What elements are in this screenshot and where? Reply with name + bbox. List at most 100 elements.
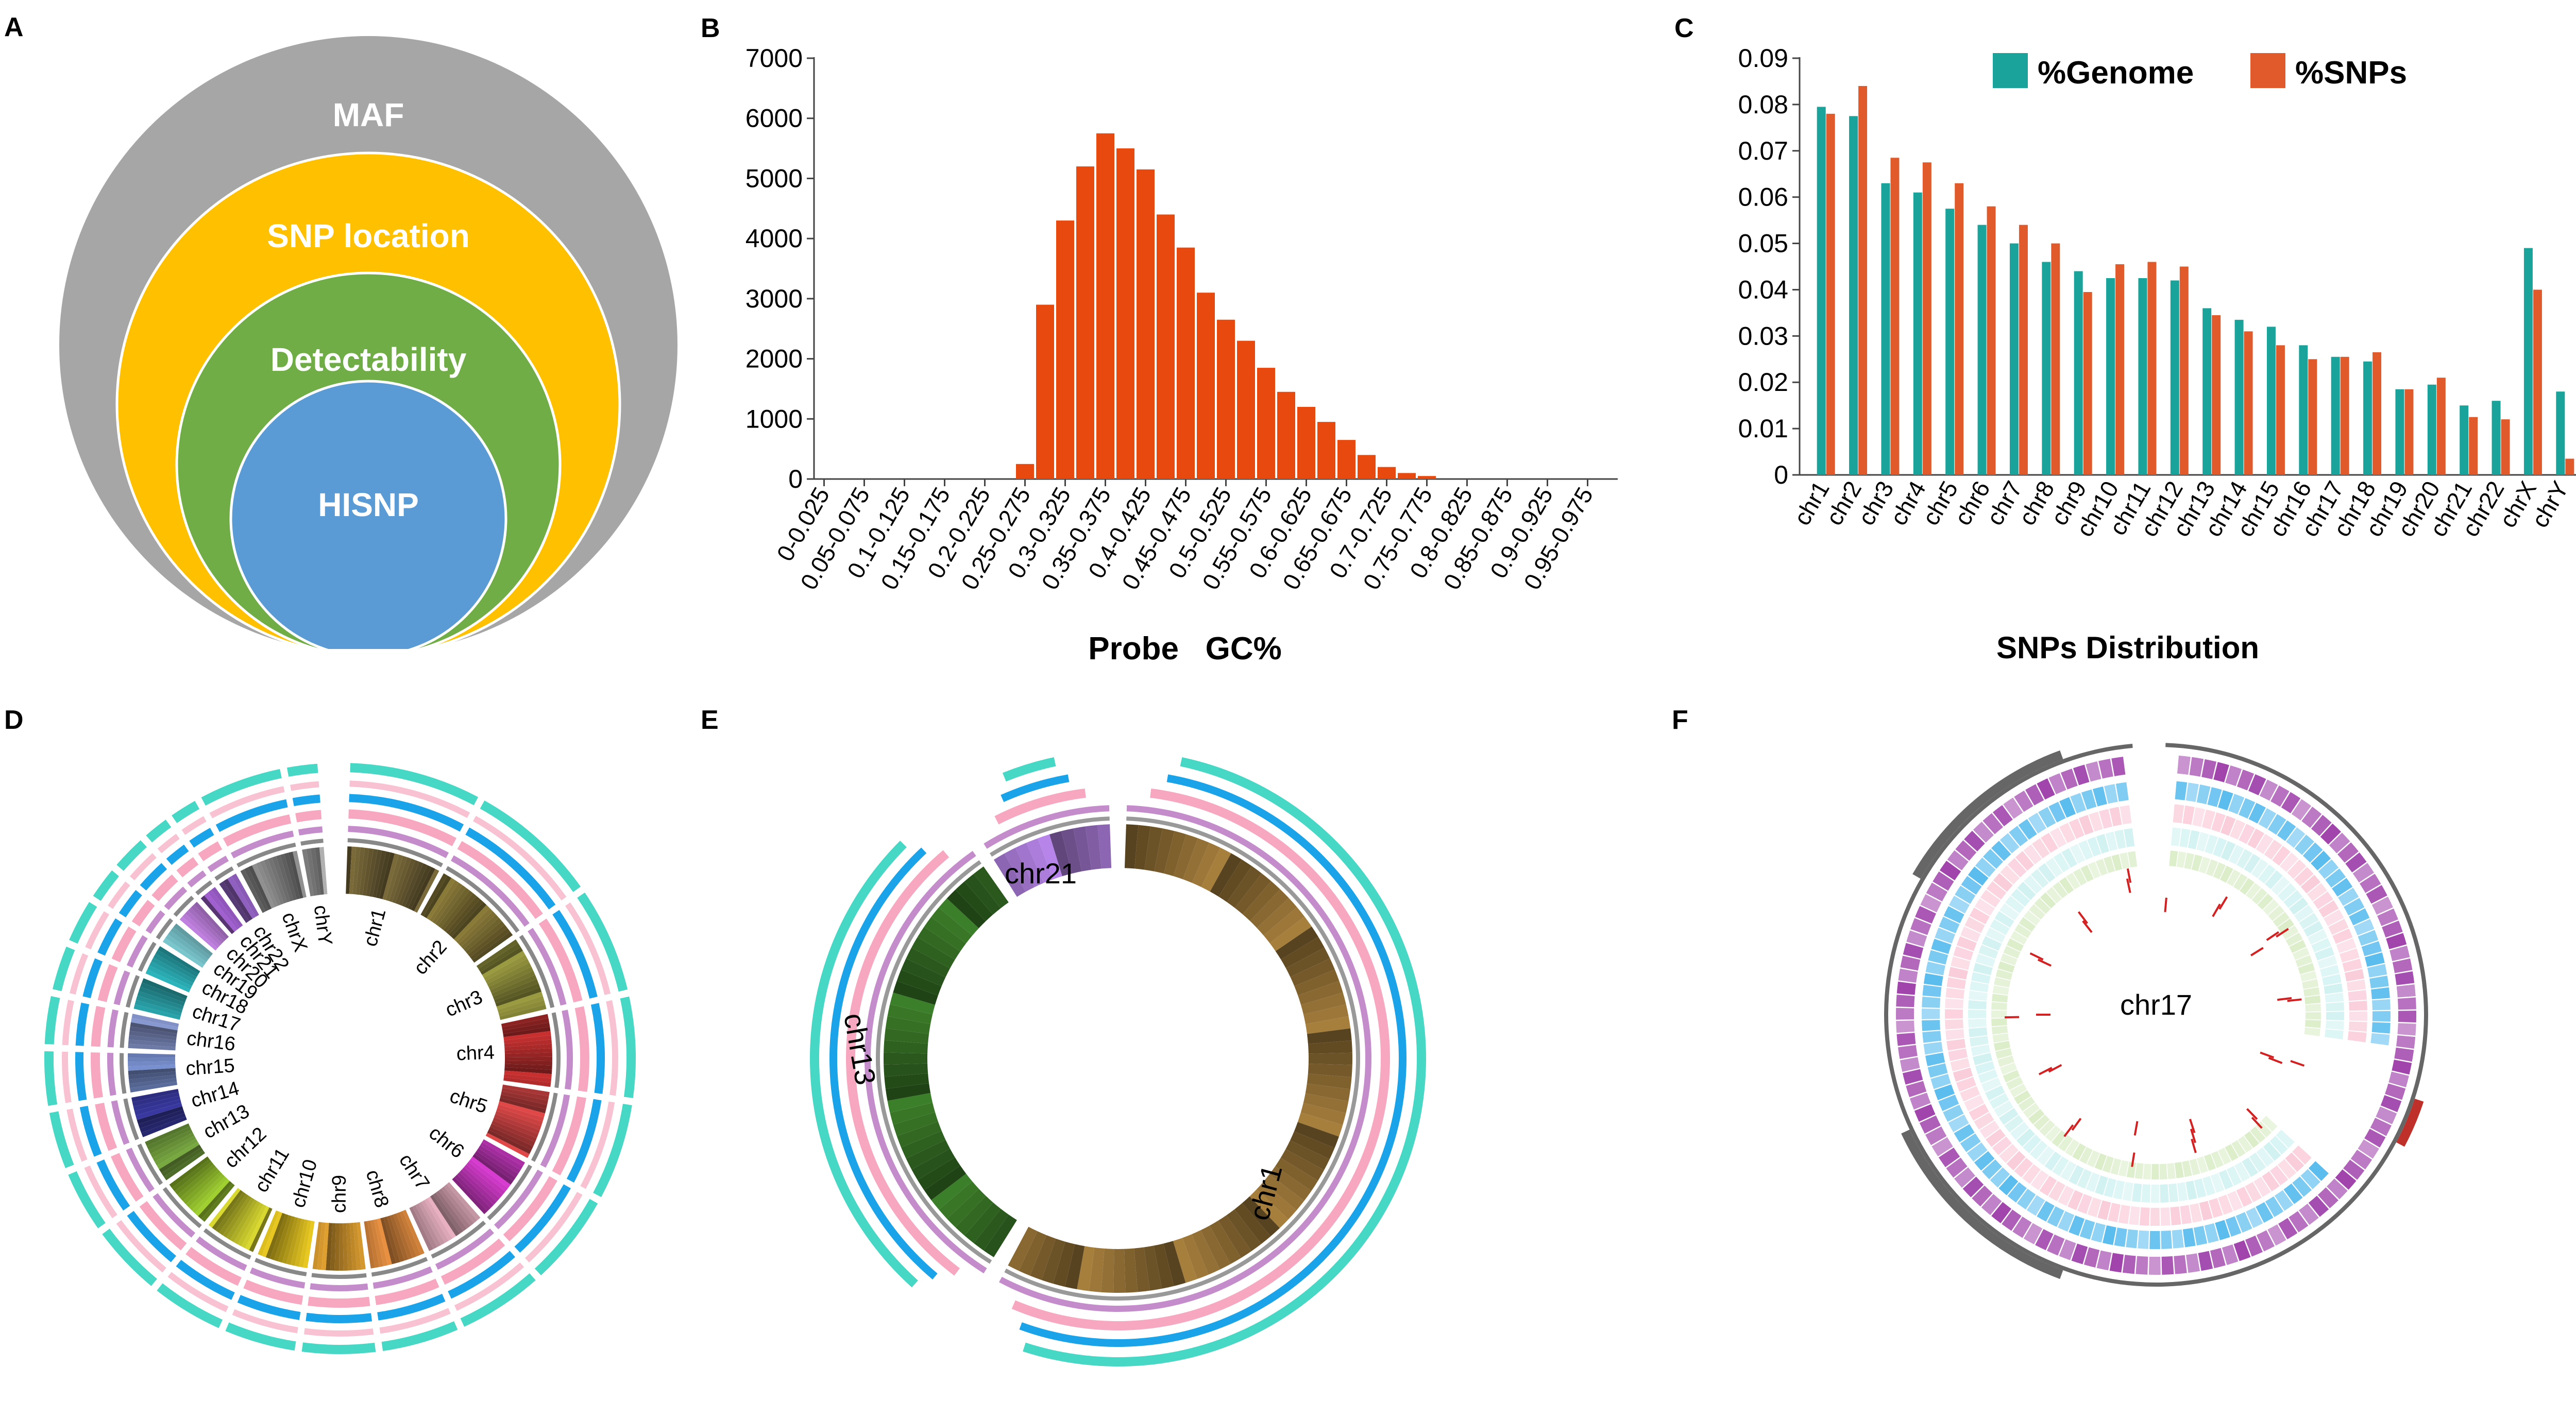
f-track-segment [2244,853,2261,874]
f-track-segment [2069,818,2084,839]
e-ideogram-band [1305,1016,1351,1034]
e-ideogram-band [1234,873,1272,914]
f-track-segment [2048,1181,2065,1202]
f-track-segment [1947,850,1969,870]
snp-density-ring [164,886,188,910]
maf-label: MAF [333,96,404,133]
f-snp-mark [2251,1117,2263,1129]
f-track-segment [2095,859,2108,876]
chr-ideogram-band [472,1153,514,1185]
chr-tick-band [255,1258,307,1276]
chr-ideogram-band [449,899,484,937]
f-snp-mark [2268,1056,2283,1064]
e-ideogram-band [1026,838,1053,883]
chart-c-bar-genome [2074,271,2083,475]
f-track-segment [2327,1178,2348,1200]
f-track-segment [2098,758,2113,779]
f-snp-mark [2250,947,2264,956]
f-track-segment [1990,919,2010,935]
f-track-segment [2326,1012,2344,1020]
chart-c-bar-snps [1826,113,1835,475]
chr-ideogram-band [435,1190,467,1232]
chr-ideogram-band [208,1188,241,1228]
f-track-segment [2047,1206,2064,1227]
f-track-segment [2069,1215,2085,1236]
f-snp-mark [2071,1118,2082,1131]
f-track-segment [1986,1129,2006,1147]
e-chr-label: chr21 [1005,857,1077,890]
chart-c-y-tick-label: 0.09 [1738,44,1788,73]
chr-ideogram-band [424,1198,453,1241]
f-track-segment [2328,918,2349,935]
f-track-segment [1980,890,2001,908]
chr-ideogram-band [385,855,403,901]
f-track-segment [2272,846,2291,866]
f-track-segment [2285,932,2303,947]
chr-ideogram-band [155,950,199,977]
f-track-segment [2018,1097,2036,1112]
pink-ring [308,1296,370,1308]
f-track-segment [2289,897,2309,915]
e-ideogram-band [1154,1243,1174,1289]
f-track-segment [2134,1163,2144,1179]
f-track-segment [2324,909,2344,927]
chart-c-bar-genome [2202,308,2212,475]
chr-ideogram-band [420,873,448,917]
f-track-segment [2299,913,2319,930]
f-track-segment [2329,832,2350,853]
chr-ideogram-band [145,969,191,993]
chr-ideogram-band [145,1123,190,1146]
chr-ideogram-band [470,928,511,960]
teal-ring [102,1228,157,1286]
e-ideogram-band [906,947,951,978]
f-track-segment [2210,1173,2225,1193]
e-purple-ring [984,805,1110,849]
pink-ring-outer [116,1220,166,1273]
blue-ring [465,827,556,910]
chart-c-y-tick-label: 0.04 [1738,275,1788,304]
chart-c-bar-snps [2115,264,2125,475]
chr-ideogram-band [472,931,513,963]
chr-ideogram-band [172,1159,212,1191]
e-ideogram-band [901,958,946,986]
f-track-segment [2126,1229,2138,1249]
chr-ideogram-band [182,913,220,948]
chr-ideogram-band [128,1039,176,1047]
f-track-segment [1995,969,2013,980]
f-track-segment [2059,797,2076,818]
f-track-segment [1906,930,1927,947]
chart-c-bar-snps [2244,331,2253,475]
chr-ideogram-band [504,1067,552,1074]
chart-c-bar-genome [2427,384,2436,475]
f-track-segment [1896,1020,1915,1033]
chr-ideogram-band [432,882,463,924]
chr-ideogram-band [492,975,537,997]
chr-ideogram-band [440,890,473,930]
f-track-segment [1928,950,1948,965]
chart-c-bar-genome [2492,401,2501,475]
chr-ideogram-band [488,966,534,990]
f-track-segment [2030,869,2049,888]
f-track-segment [2013,1090,2031,1105]
f-track-segment [1919,1115,1941,1134]
f-track-segment [2103,1225,2116,1245]
f-track-segment [2239,824,2255,844]
f-track-segment [1973,1053,1993,1066]
chr-ideogram-band [404,863,428,909]
f-track-segment [2110,1158,2122,1175]
e-ideogram-band [1210,853,1242,897]
f-track-segment [2211,1151,2224,1168]
chart-b-bar [1197,293,1215,479]
chr-tick-band [120,1012,129,1048]
chr-ideogram-band [401,861,423,907]
pink-ring [223,814,292,847]
blue-ring [176,1259,235,1300]
chart-c-bar-genome [2042,262,2051,475]
chr-ideogram-band [452,1177,488,1215]
f-track-segment [1998,1175,2019,1195]
f-track-segment [2070,793,2087,814]
pink-ring [243,1279,303,1305]
chr-ideogram-band [463,917,502,952]
f-track-segment [2012,1216,2032,1238]
f-track-segment [2023,1103,2040,1118]
